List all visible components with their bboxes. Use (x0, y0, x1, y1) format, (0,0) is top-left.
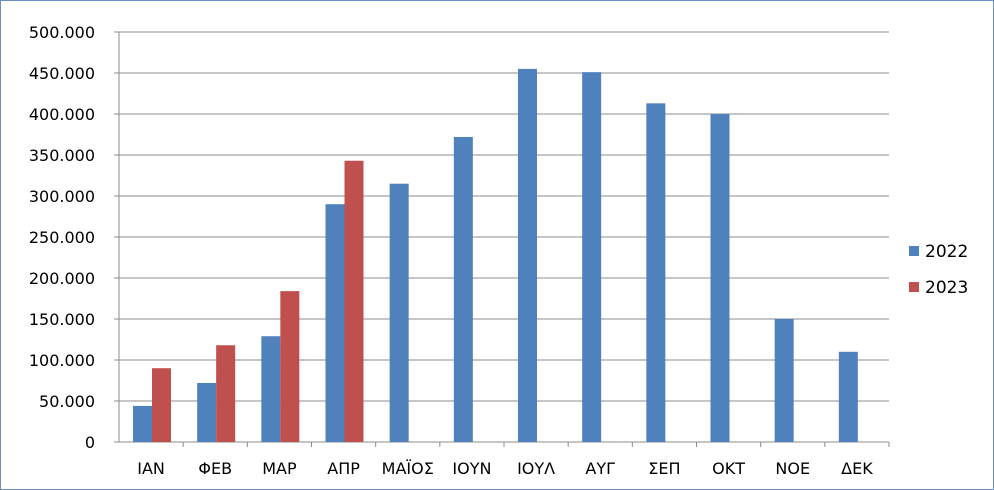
x-tick-label: ΔΕΚ (841, 459, 873, 478)
x-tick-label: ΜΑΡ (262, 459, 297, 478)
legend-label: 2022 (925, 242, 968, 262)
legend-swatch (909, 282, 919, 292)
y-tick-label: 100.000 (29, 351, 95, 370)
bar-2022 (710, 114, 730, 442)
bar-2023 (344, 160, 364, 443)
bar-2022 (325, 204, 345, 442)
y-tick-label: 300.000 (29, 187, 95, 206)
x-tick-label: ΣΕΠ (648, 459, 680, 478)
axes (114, 31, 890, 447)
x-tick-labels: ΙΑΝ ΦΕΒ ΜΑΡ ΑΠΡ ΜΑΪΟΣ ΙΟΥΝ ΙΟΥΛ ΑΥΓ ΣΕΠ ΟΚΤ ΝΟΕ ΔΕΚ (137, 459, 873, 478)
y-tick-label: 250.000 (29, 228, 95, 247)
x-tick-label: ΑΥΓ (585, 459, 615, 478)
y-tick-labels: 0 50.000 100.000 150.000 200.000 250.000 300.0… (29, 23, 95, 452)
x-tick-label: ΑΠΡ (327, 459, 360, 478)
bar-2023 (280, 291, 300, 442)
bar-2022 (261, 336, 281, 442)
bars (133, 68, 858, 443)
y-tick-label: 50.000 (39, 392, 95, 411)
bar-2022 (774, 319, 794, 442)
x-tick-label: ΦΕΒ (198, 459, 232, 478)
y-tick-label: 500.000 (29, 23, 95, 42)
x-tick-label: ΙΟΥΛ (517, 459, 555, 478)
bar-2022 (133, 405, 152, 442)
y-tick-label: 150.000 (29, 310, 95, 329)
legend: 2022 2023 (909, 242, 968, 298)
bar-2022 (197, 382, 217, 442)
x-tick-label: ΝΟΕ (775, 459, 810, 478)
y-tick-label: 450.000 (29, 64, 95, 83)
x-tick-label: ΜΑΪΟΣ (382, 459, 434, 478)
legend-swatch (909, 246, 919, 256)
y-tick-label: 400.000 (29, 105, 95, 124)
grid-lines (119, 31, 889, 402)
x-tick-label: ΙΑΝ (137, 459, 165, 478)
bar-2022 (453, 136, 473, 442)
legend-label: 2023 (925, 278, 968, 298)
bar-2023 (216, 345, 236, 442)
bar-2022 (646, 103, 666, 442)
bar-2023 (152, 368, 171, 442)
y-tick-label: 200.000 (29, 269, 95, 288)
bar-2022 (389, 183, 409, 442)
y-tick-label: 0 (85, 433, 95, 452)
bar-2022 (582, 72, 602, 443)
x-tick-label: ΟΚΤ (712, 459, 745, 478)
bar-2022 (518, 68, 537, 443)
bar-2022 (838, 351, 858, 442)
x-tick-label: ΙΟΥΝ (452, 459, 491, 478)
y-tick-label: 350.000 (29, 146, 95, 165)
